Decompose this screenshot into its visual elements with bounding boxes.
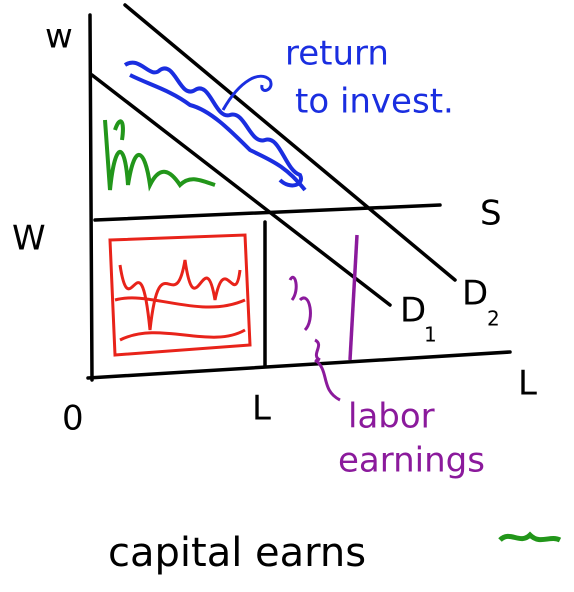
capital-label: capital earns — [108, 530, 366, 576]
origin-label: 0 — [62, 399, 84, 439]
demand-1-label: D — [400, 291, 426, 331]
y-axis-label: w — [45, 17, 73, 57]
supply-label: S — [480, 194, 502, 234]
demand-2-label: D — [462, 274, 488, 314]
y-axis — [90, 15, 92, 380]
green-legend-mark — [500, 535, 560, 540]
labor-label: labor — [348, 397, 435, 437]
x-axis-label: L — [518, 364, 537, 404]
red-scribble — [110, 235, 250, 355]
demand-2-subscript: 2 — [487, 307, 500, 331]
return-label: to invest. — [295, 82, 454, 122]
return-label: return — [285, 34, 389, 74]
x-axis — [88, 352, 510, 378]
purple-line — [350, 235, 357, 360]
diagram: w W 0 L L S D 1 D 2 return to invest. la… — [0, 0, 574, 592]
demand-1-subscript: 1 — [424, 323, 437, 347]
supply-curve — [95, 205, 440, 220]
labor-label: earnings — [338, 441, 485, 481]
purple-marks — [290, 277, 340, 400]
wage-label: W — [12, 219, 46, 259]
quantity-label: L — [252, 389, 271, 429]
